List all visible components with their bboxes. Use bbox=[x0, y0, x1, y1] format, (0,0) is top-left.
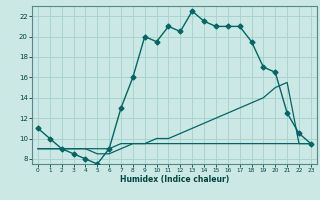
X-axis label: Humidex (Indice chaleur): Humidex (Indice chaleur) bbox=[120, 175, 229, 184]
